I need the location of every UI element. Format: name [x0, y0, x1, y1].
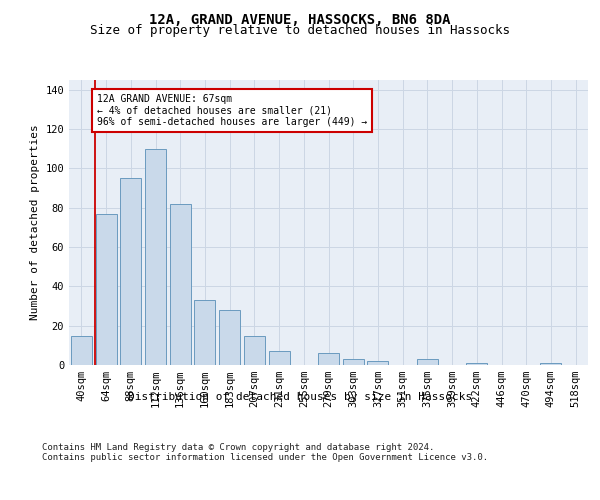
Y-axis label: Number of detached properties: Number of detached properties [30, 124, 40, 320]
Bar [244, 336, 265, 365]
Text: 12A, GRAND AVENUE, HASSOCKS, BN6 8DA: 12A, GRAND AVENUE, HASSOCKS, BN6 8DA [149, 12, 451, 26]
Text: Size of property relative to detached houses in Hassocks: Size of property relative to detached ho… [90, 24, 510, 37]
Bar [367, 361, 388, 365]
Bar [120, 178, 141, 365]
Bar [170, 204, 191, 365]
Bar [343, 359, 364, 365]
Bar [219, 310, 240, 365]
Bar [194, 300, 215, 365]
Bar [417, 359, 438, 365]
Bar [466, 363, 487, 365]
Bar [318, 353, 339, 365]
Bar [541, 363, 562, 365]
Text: Distribution of detached houses by size in Hassocks: Distribution of detached houses by size … [128, 392, 472, 402]
Bar [269, 351, 290, 365]
Bar [145, 149, 166, 365]
Bar [71, 336, 92, 365]
Bar [95, 214, 116, 365]
Text: Contains HM Land Registry data © Crown copyright and database right 2024.
Contai: Contains HM Land Registry data © Crown c… [42, 442, 488, 462]
Text: 12A GRAND AVENUE: 67sqm
← 4% of detached houses are smaller (21)
96% of semi-det: 12A GRAND AVENUE: 67sqm ← 4% of detached… [97, 94, 367, 127]
